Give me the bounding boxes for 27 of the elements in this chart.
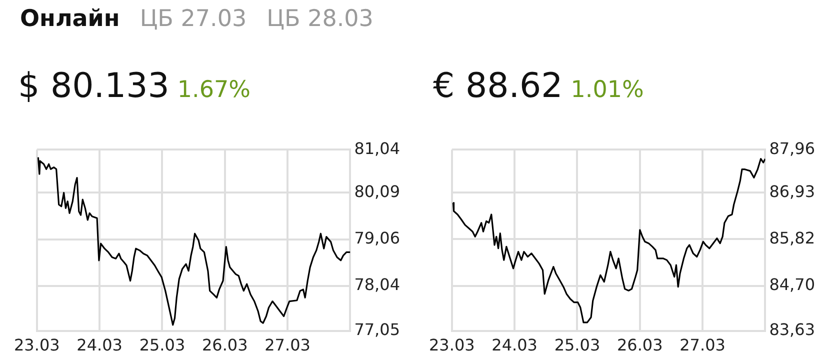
y-tick-label: 87,96 (769, 138, 816, 158)
y-tick-label: 78,04 (354, 274, 400, 294)
x-tick-label: 27.03 (680, 336, 726, 355)
y-tick-label: 80,09 (354, 182, 400, 201)
chart-title: € 88.62 (433, 66, 563, 106)
chart-subtitle: 1.67% (177, 77, 250, 103)
y-tick-label: 86,93 (769, 182, 816, 201)
y-tick-label: 84,70 (769, 275, 816, 294)
y-tick-label: 81,04 (354, 138, 400, 158)
text: ЦБ 27.03 (140, 6, 247, 32)
x-tick-label: 26.03 (202, 336, 248, 355)
x-tick-label: 25.03 (139, 336, 186, 355)
text: ЦБ 28.03 (266, 6, 374, 32)
y-tick-label: 85,82 (769, 228, 816, 248)
x-tick-label: 23.03 (14, 336, 60, 355)
x-tick-label: 26.03 (616, 336, 663, 355)
x-tick-label: 24.03 (76, 336, 122, 355)
text: Онлайн (20, 6, 120, 32)
y-tick-label: 77,05 (354, 320, 400, 339)
y-tick-label: 79,06 (354, 228, 400, 248)
x-tick-label: 27.03 (264, 336, 310, 355)
chart-subtitle: 1.01% (570, 77, 644, 103)
x-tick-label: 25.03 (554, 336, 600, 355)
x-tick-label: 24.03 (492, 336, 538, 355)
y-tick-label: 83,63 (769, 320, 816, 339)
chart-title: $ 80.133 (18, 66, 170, 106)
x-tick-label: 23.03 (428, 336, 475, 355)
